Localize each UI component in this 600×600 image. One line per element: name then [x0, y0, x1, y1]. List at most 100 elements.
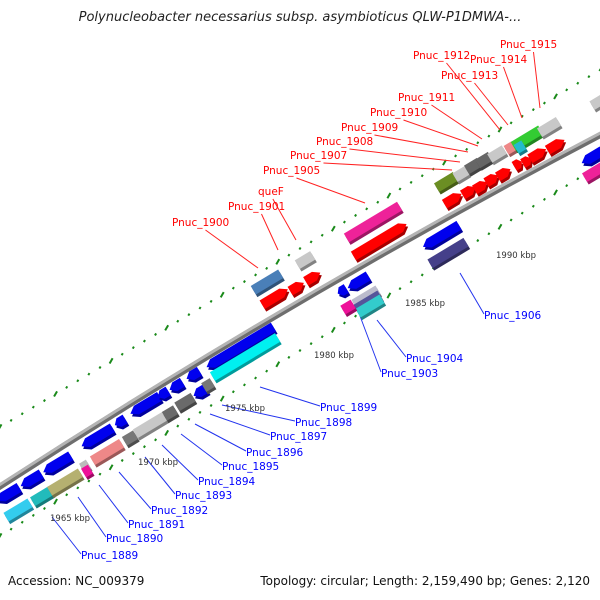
tick-mark: [386, 292, 392, 299]
gene-feature[interactable]: [209, 333, 282, 384]
tick-mark: [164, 429, 170, 437]
gene-feature[interactable]: [174, 392, 198, 414]
label-leader-line: [474, 82, 509, 126]
tick-mark: [142, 445, 146, 449]
gene-feature[interactable]: [201, 378, 217, 395]
gene-feature[interactable]: [46, 468, 85, 499]
tick-mark: [487, 134, 491, 138]
gene-feature[interactable]: [427, 237, 471, 271]
gene-label-forward[interactable]: Pnuc_1915: [500, 39, 557, 51]
gene-feature[interactable]: [343, 201, 404, 245]
gene-feature[interactable]: [527, 145, 550, 166]
gene-feature[interactable]: [303, 268, 324, 289]
label-leader-line: [51, 516, 82, 555]
gene-label-reverse[interactable]: Pnuc_1898: [295, 417, 352, 429]
gene-feature[interactable]: [155, 386, 173, 404]
gene-feature[interactable]: [452, 166, 472, 185]
tick-mark: [176, 319, 180, 323]
gene-label-forward[interactable]: Pnuc_1905: [263, 165, 320, 177]
gene-feature[interactable]: [18, 469, 46, 494]
gene-feature[interactable]: [459, 183, 480, 202]
label-leader-line: [403, 119, 479, 147]
gene-feature[interactable]: [250, 269, 285, 298]
gene-label-forward[interactable]: Pnuc_1913: [441, 70, 498, 82]
gene-label-forward[interactable]: Pnuc_1910: [370, 107, 427, 119]
gene-feature[interactable]: [79, 423, 117, 453]
tick-mark: [287, 355, 291, 359]
tick-mark: [65, 385, 69, 389]
gene-feature[interactable]: [589, 94, 600, 113]
gene-label-forward[interactable]: Pnuc_1909: [341, 122, 398, 134]
tick-mark: [398, 187, 402, 191]
gene-label-forward[interactable]: Pnuc_1911: [398, 92, 455, 104]
tick-mark: [0, 532, 3, 539]
gene-feature[interactable]: [494, 165, 515, 184]
tick-mark: [219, 395, 225, 402]
gene-label-forward[interactable]: Pnuc_1900: [172, 217, 229, 229]
gene-feature[interactable]: [132, 411, 169, 441]
gene-feature[interactable]: [483, 171, 502, 190]
gene-feature[interactable]: [340, 299, 358, 317]
gene-feature[interactable]: [345, 271, 373, 296]
gene-feature[interactable]: [167, 377, 187, 397]
gene-feature[interactable]: [287, 279, 308, 298]
gene-label-reverse[interactable]: Pnuc_1890: [106, 533, 163, 545]
gene-label-reverse[interactable]: Pnuc_1903: [381, 368, 438, 380]
gene-feature[interactable]: [513, 140, 528, 157]
gene-feature[interactable]: [112, 414, 130, 432]
gene-label-forward[interactable]: Pnuc_1907: [290, 150, 347, 162]
gene-feature[interactable]: [471, 178, 492, 197]
gene-feature[interactable]: [433, 172, 460, 195]
gene-feature[interactable]: [89, 438, 126, 468]
gene-feature[interactable]: [3, 498, 35, 525]
gene-feature[interactable]: [350, 220, 411, 263]
gene-label-reverse[interactable]: Pnuc_1892: [151, 505, 208, 517]
gene-label-forward[interactable]: queF: [258, 186, 284, 198]
gene-feature[interactable]: [41, 451, 75, 479]
gene-feature[interactable]: [487, 145, 509, 166]
gene-feature[interactable]: [121, 430, 140, 449]
gene-feature[interactable]: [80, 464, 95, 480]
gene-label-reverse[interactable]: Pnuc_1889: [81, 550, 138, 562]
gene-feature[interactable]: [355, 294, 387, 321]
gene-feature[interactable]: [579, 146, 600, 171]
gene-feature[interactable]: [420, 220, 464, 254]
tick-mark: [320, 335, 324, 339]
tick-mark: [330, 225, 336, 232]
tick-mark: [131, 346, 135, 350]
gene-feature[interactable]: [536, 117, 563, 140]
gene-label-forward[interactable]: Pnuc_1914: [470, 54, 528, 66]
gene-feature[interactable]: [184, 366, 204, 386]
tick-mark: [87, 372, 91, 376]
gene-feature[interactable]: [128, 391, 164, 421]
gene-label-reverse[interactable]: Pnuc_1893: [175, 490, 232, 502]
tick-mark: [176, 424, 180, 428]
gene-feature[interactable]: [335, 284, 351, 300]
tick-mark: [354, 213, 358, 217]
gene-label-reverse[interactable]: Pnuc_1891: [128, 519, 185, 531]
gene-label-reverse[interactable]: Pnuc_1894: [198, 476, 256, 488]
tick-mark: [542, 101, 546, 105]
gene-feature[interactable]: [511, 157, 526, 174]
gene-feature[interactable]: [581, 162, 600, 185]
gene-feature[interactable]: [29, 486, 56, 509]
gene-label-reverse[interactable]: Pnuc_1906: [484, 310, 542, 322]
gene-feature[interactable]: [294, 251, 317, 272]
gene-feature[interactable]: [544, 136, 569, 158]
gene-label-forward[interactable]: Pnuc_1912: [413, 50, 470, 62]
gene-label-reverse[interactable]: Pnuc_1895: [222, 461, 279, 473]
gene-label-reverse[interactable]: Pnuc_1904: [406, 353, 464, 365]
gene-label-forward[interactable]: Pnuc_1901: [228, 201, 285, 213]
gene-feature[interactable]: [0, 483, 24, 508]
gene-label-reverse[interactable]: Pnuc_1896: [246, 447, 304, 459]
gene-feature[interactable]: [161, 405, 180, 424]
gene-feature[interactable]: [204, 322, 278, 374]
scale-label: 1965 kbp: [50, 514, 90, 524]
gene-feature[interactable]: [259, 285, 292, 312]
gene-label-forward[interactable]: Pnuc_1908: [316, 136, 373, 148]
gene-label-reverse[interactable]: Pnuc_1897: [270, 431, 327, 443]
tick-mark: [154, 332, 158, 336]
gene-label-reverse[interactable]: Pnuc_1899: [320, 402, 377, 414]
gene-feature[interactable]: [520, 154, 535, 171]
gene-feature[interactable]: [441, 190, 466, 212]
